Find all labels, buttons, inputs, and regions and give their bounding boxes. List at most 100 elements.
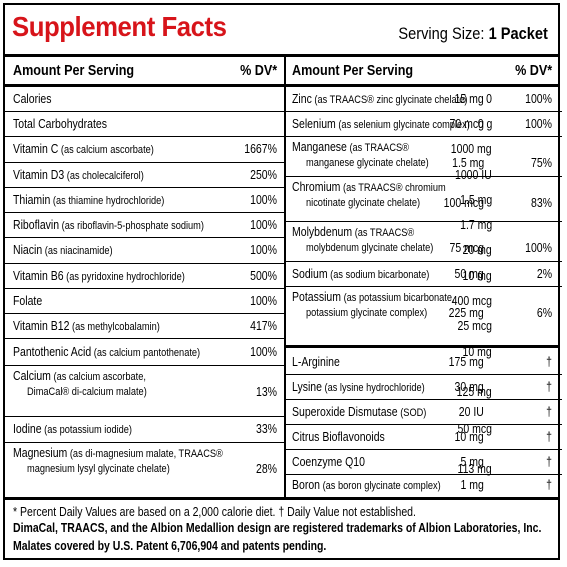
- row-divider: [5, 313, 284, 314]
- nutrient-name: Coenzyme Q10: [292, 453, 365, 471]
- nutrient-name: Total Carbohydrates: [13, 115, 107, 133]
- nutrient-name: Chromium (as TRAACS® chromium: [292, 178, 446, 197]
- nutrient-name: Vitamin B6 (as pyridoxine hydrochloride): [13, 267, 185, 286]
- nutrient-label: Chromium: [292, 180, 341, 194]
- nutrient-label: Calcium: [13, 369, 51, 383]
- nutrient-name: Selenium (as selenium glycinate complex): [292, 115, 470, 134]
- row-divider: [5, 338, 284, 339]
- nutrient-amount: 50 mcg: [457, 422, 492, 436]
- left-dv-header: % DV*: [239, 62, 277, 79]
- row-divider: [5, 365, 284, 366]
- nutrient-label: Pantothenic Acid: [13, 344, 92, 359]
- nutrient-dv: 100%: [250, 344, 277, 359]
- nutrient-label: Vitamin B6: [13, 268, 64, 283]
- nutrient-dv: 250%: [250, 167, 277, 182]
- nutrient-name: Manganese (as TRAACS®: [292, 138, 409, 157]
- row-divider: [5, 162, 284, 163]
- nutrient-amount: 1.5 mg: [459, 192, 492, 207]
- nutrient-name: Superoxide Dismutase (SOD): [292, 403, 426, 422]
- nutrient-amount: 5 mg: [460, 454, 484, 469]
- dv-footnote: * Percent Daily Values are based on a 2,…: [13, 505, 416, 519]
- nutrient-name: Iodine (as potassium iodide): [13, 420, 132, 439]
- nutrient-dv: 83%: [530, 196, 552, 210]
- row-divider: [5, 187, 284, 188]
- row-divider: [286, 474, 562, 475]
- nutrient-dv: 500%: [250, 268, 277, 283]
- nutrient-label: Zinc: [292, 92, 312, 106]
- nutrient-source: (as methylcobalamin): [69, 320, 160, 333]
- row-divider: [5, 442, 284, 443]
- nutrient-dv: †: [546, 379, 552, 394]
- nutrient-source: (as TRAACS®: [346, 142, 409, 154]
- nutrient-name: Zinc (as TRAACS® zinc glycinate chelate): [292, 90, 467, 109]
- nutrient-label: Manganese: [292, 140, 347, 154]
- nutrient-source: (as calcium pantothenate): [91, 346, 201, 359]
- nutrient-source: (as niacinamide): [42, 245, 113, 257]
- nutrient-dv: 100%: [250, 243, 277, 257]
- nutrient-amount: 175 mg: [448, 354, 484, 369]
- nutrient-dv: †: [546, 429, 552, 444]
- nutrient-source-continued: molybdenum glycinate chelate): [306, 242, 434, 254]
- nutrient-source: (as sodium bicarbonate): [327, 268, 430, 281]
- nutrient-label: Sodium: [292, 266, 328, 281]
- nutrient-name: Magnesium (as di-magnesium malate, TRAAC…: [13, 444, 223, 463]
- nutrient-label: Iodine: [13, 422, 42, 436]
- nutrient-source: (as boron glycinate complex): [320, 480, 441, 492]
- row-divider: [5, 263, 284, 264]
- nutrient-name: Molybdenum (as TRAACS®: [292, 223, 414, 242]
- row-divider: [5, 212, 284, 213]
- nutrient-amount: 70 mcg: [449, 116, 484, 131]
- nutrient-name: Vitamin C (as calcium ascorbate): [13, 140, 154, 159]
- nutrient-label: Vitamin C: [13, 142, 59, 156]
- nutrient-amount: 1.5 mg: [451, 156, 484, 170]
- nutrient-dv: 6%: [536, 306, 552, 320]
- nutrient-source: (SOD): [397, 406, 427, 419]
- nutrient-name: Vitamin D3 (as cholecalciferol): [13, 166, 144, 185]
- nutrient-name: Vitamin B12 (as methylcobalamin): [13, 317, 160, 336]
- nutrient-source-continued: DimaCal® di-calcium malate): [27, 386, 147, 398]
- nutrient-source: (as selenium glycinate complex): [335, 118, 470, 131]
- nutrient-dv: 100%: [525, 116, 552, 131]
- row-divider: [286, 424, 562, 425]
- nutrient-amount: 20 mg: [462, 243, 492, 257]
- nutrient-amount: 50 mg: [454, 266, 484, 281]
- row-divider: [286, 176, 562, 177]
- nutrient-dv: 33%: [255, 422, 277, 436]
- row-divider: [286, 399, 562, 400]
- nutrient-dv: 100%: [250, 192, 277, 207]
- row-divider: [5, 111, 284, 112]
- nutrient-dv: †: [546, 454, 552, 469]
- nutrient-label: Calories: [13, 92, 52, 106]
- nutrient-amount: 30 mg: [454, 379, 484, 394]
- nutrient-amount: 15 mg: [454, 92, 484, 106]
- nutrient-name: Boron (as boron glycinate complex): [292, 476, 441, 495]
- row-divider: [286, 261, 562, 262]
- nutrient-name: Niacin (as niacinamide): [13, 241, 113, 260]
- nutrient-amount: 113 mg: [457, 462, 492, 476]
- nutrient-label: Niacin: [13, 243, 43, 257]
- nutrient-source: (as potassium bicarbonate,: [341, 292, 455, 304]
- row-divider: [5, 237, 284, 238]
- nutrient-amount: 20 IU: [458, 404, 484, 419]
- nutrient-amount: 0 g: [477, 116, 492, 131]
- nutrient-amount: 400 mcg: [451, 293, 492, 308]
- nutrient-name: Sodium (as sodium bicarbonate): [292, 265, 429, 284]
- nutrient-source: (as calcium ascorbate,: [50, 371, 146, 383]
- nutrient-amount: 125 mg: [456, 385, 492, 399]
- nutrient-label: Boron: [292, 478, 321, 492]
- column-header-rule: [5, 84, 558, 87]
- row-divider: [286, 374, 562, 375]
- nutrient-source-continued: nicotinate glycinate chelate): [306, 197, 421, 209]
- serving-size-label: Serving Size:: [398, 24, 485, 43]
- nutrient-source: (as cholecalciferol): [64, 169, 144, 182]
- nutrient-name: Calories: [13, 90, 52, 108]
- nutrient-label: Thiamin: [13, 192, 51, 207]
- nutrient-dv: 28%: [255, 462, 277, 476]
- nutrient-source-continued: manganese glycinate chelate): [306, 157, 429, 169]
- nutrient-source-continued: magnesium lysyl glycinate chelate): [27, 463, 170, 475]
- nutrient-label: Selenium: [292, 116, 336, 131]
- nutrient-dv: †: [546, 404, 552, 419]
- nutrient-source: (as di-magnesium malate, TRAACS®: [67, 448, 223, 460]
- nutrient-label: Riboflavin: [13, 217, 60, 232]
- row-divider: [5, 416, 284, 417]
